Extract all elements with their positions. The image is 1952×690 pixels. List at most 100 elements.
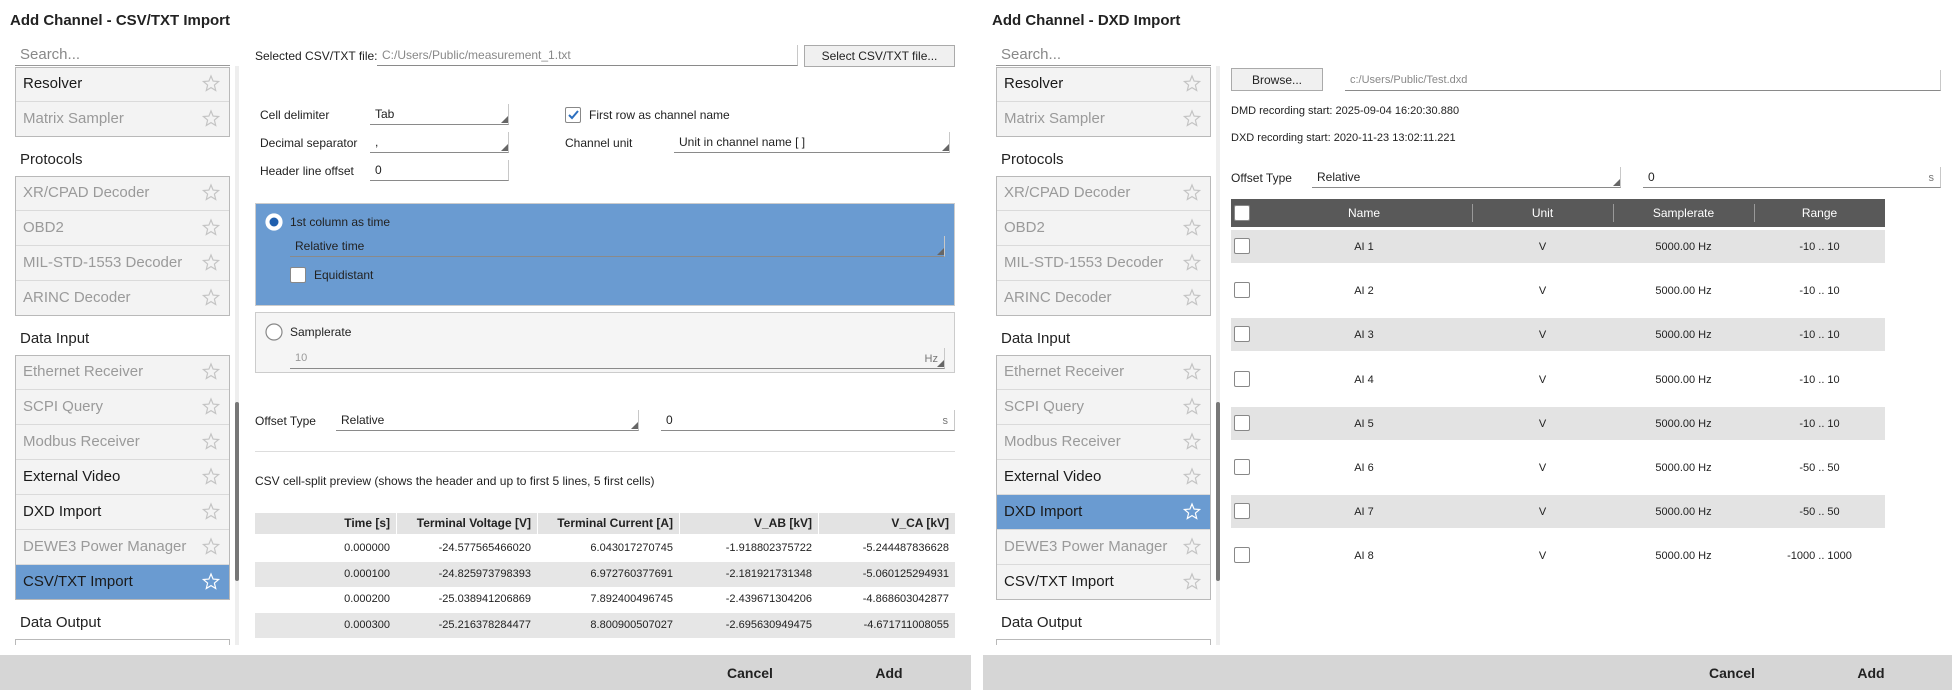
corner-mark (937, 360, 944, 367)
checkbox[interactable] (290, 267, 306, 283)
checkbox[interactable] (565, 107, 581, 123)
checkbox[interactable] (1234, 326, 1250, 343)
sidebar-item[interactable]: MIL-STD-1553 Decoder (15, 246, 230, 281)
radio-button[interactable] (265, 213, 283, 231)
table-row: 0.000300 -25.216378284477 8.800900507027 -2… (255, 612, 955, 638)
file-path-field[interactable]: C:/Users/Public/measurement_1.txt (377, 45, 798, 66)
sidebar-item[interactable]: XR/CPAD Decoder (996, 176, 1211, 211)
checkbox[interactable] (1234, 503, 1250, 520)
checkbox-label: First row as channel name (589, 108, 730, 122)
table-header: Name Unit Samplerate Range (1231, 199, 1885, 227)
sidebar-item[interactable]: CSV/TXT Import (15, 565, 230, 600)
table-row: AI 8 V 5000.00 Hz -1000 .. 1000 (1231, 539, 1885, 573)
decimal-separator-combo[interactable]: , (370, 132, 509, 153)
header-offset-input[interactable]: 0 (370, 160, 509, 181)
star-outline (1182, 502, 1202, 520)
add-button[interactable]: Add (1857, 665, 1885, 681)
checkbox[interactable] (1234, 547, 1250, 564)
favorite-star (1182, 288, 1202, 306)
sidebar-item[interactable]: Matrix Sampler (15, 102, 230, 137)
favorite-star (201, 109, 221, 127)
radio-button[interactable] (265, 323, 283, 341)
star-outline (1182, 397, 1202, 415)
checkbox-label: Equidistant (314, 268, 374, 282)
sidebar-item[interactable]: ARINC Decoder (15, 281, 230, 316)
sidebar-item-label: MIL-STD-1553 Decoder (1004, 254, 1164, 271)
sidebar-item[interactable]: OBD2 (996, 211, 1211, 246)
sidebar-item[interactable]: ARINC Decoder (996, 281, 1211, 316)
browse-button[interactable]: Browse... (1231, 68, 1323, 91)
sidebar-item-label: Resolver (23, 75, 83, 92)
checkbox[interactable] (1234, 414, 1250, 431)
sidebar-item-label: Matrix Sampler (23, 110, 124, 127)
sidebar-item[interactable]: External Video (15, 460, 230, 495)
sidebar-item[interactable]: Ethernet Receiver (996, 355, 1211, 390)
checkbox[interactable] (1234, 459, 1250, 475)
table-row: 0.000200 -25.038941206869 7.892400496745 -2… (255, 587, 955, 612)
sidebar-item[interactable]: MIL-STD-1553 Decoder (996, 246, 1211, 281)
select-file-button[interactable]: Select CSV/TXT file... (804, 45, 955, 67)
channel-unit-combo[interactable]: Unit in channel name [ ] (674, 132, 950, 153)
sidebar-item[interactable]: DXD Import (996, 495, 1211, 530)
add-button[interactable]: Add (875, 665, 903, 681)
sidebar-item[interactable]: DEWE3 Power Manager (15, 530, 230, 565)
sidebar-item[interactable]: Modbus Receiver (15, 425, 230, 460)
combo-corner (937, 248, 944, 255)
cancel-button[interactable]: Cancel (727, 665, 773, 681)
section-heading: Data Output (1001, 614, 1082, 631)
table-cell: -2.181921731348 (725, 567, 812, 580)
scrollbar-track (1216, 66, 1220, 645)
star-outline (1182, 288, 1202, 306)
checkbox[interactable] (1234, 205, 1250, 221)
sidebar-item[interactable]: XR/CPAD Decoder (15, 176, 230, 211)
scrollbar-thumb[interactable] (235, 402, 239, 581)
sidebar-item[interactable]: DEWE3 Power Manager (996, 530, 1211, 565)
checkbox[interactable] (1234, 238, 1250, 254)
table-row: AI 5 V 5000.00 Hz -10 .. 10 (1231, 406, 1885, 440)
cancel-button[interactable]: Cancel (1709, 665, 1755, 681)
sidebar-item[interactable]: Modbus Receiver (996, 425, 1211, 460)
star-outline (201, 74, 221, 92)
sidebar-item[interactable]: SCPI Query (996, 390, 1211, 425)
offset-value-input-unit: s (1928, 172, 1935, 184)
samplerate-input-text: 10 (295, 352, 308, 364)
table-cell: 5000.00 Hz (1655, 506, 1712, 519)
samplerate-input[interactable]: 10 Hz (290, 348, 945, 369)
table-cell: AI 5 (1354, 417, 1374, 430)
browse-button-label: Browse... (1251, 72, 1302, 87)
group-border (996, 639, 1211, 645)
table-cell: 5000.00 Hz (1655, 373, 1712, 386)
sidebar-item[interactable]: Resolver (996, 67, 1211, 102)
sidebar-item[interactable]: Resolver (15, 67, 230, 102)
column-header: Unit (1531, 206, 1554, 220)
file-path-field[interactable]: c:/Users/Public/Test.dxd (1345, 70, 1941, 91)
time-mode-combo[interactable]: Relative time (290, 236, 945, 257)
sidebar-item[interactable]: External Video (996, 460, 1211, 495)
sidebar-item[interactable]: OBD2 (15, 211, 230, 246)
offset-type-combo[interactable]: Relative (1312, 167, 1621, 188)
sidebar-item[interactable]: DXD Import (15, 495, 230, 530)
footer-bar: Cancel Add (0, 655, 971, 690)
star-outline (1182, 74, 1202, 92)
favorite-star (201, 288, 221, 306)
sidebar-item-label: External Video (23, 468, 121, 485)
cell-delimiter-combo[interactable]: Tab (370, 104, 509, 125)
offset-type-combo-text: Relative (341, 413, 385, 427)
checkbox[interactable] (1234, 370, 1250, 387)
scrollbar-thumb[interactable] (1216, 402, 1220, 581)
favorite-star (1182, 253, 1202, 271)
sidebar-item[interactable]: SCPI Query (15, 390, 230, 425)
table-cell: -10 .. 10 (1799, 417, 1840, 430)
offset-type-combo[interactable]: Relative (336, 410, 639, 431)
sidebar-item[interactable]: Matrix Sampler (996, 102, 1211, 137)
table-row: AI 1 V 5000.00 Hz -10 .. 10 (1231, 230, 1885, 263)
sidebar-item[interactable]: Ethernet Receiver (15, 355, 230, 390)
table-cell: -4.671711008055 (863, 618, 949, 631)
time-mode-combo-text: Relative time (295, 239, 365, 253)
checkbox[interactable] (1234, 282, 1250, 299)
star-outline (201, 183, 221, 201)
sidebar-item[interactable]: CSV/TXT Import (996, 565, 1211, 600)
